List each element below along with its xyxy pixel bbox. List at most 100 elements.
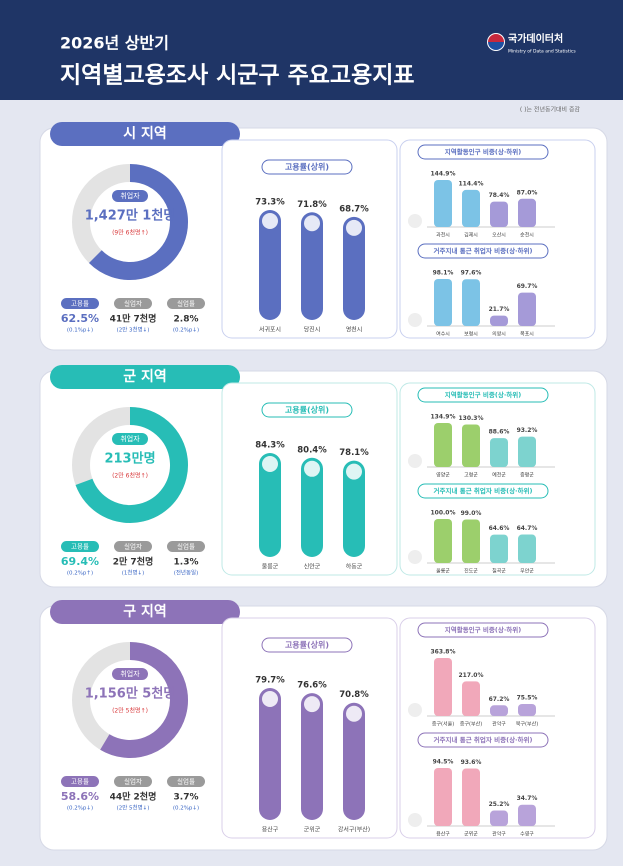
stat-label-pill [61,541,99,552]
stat-value: 3.7% [174,793,199,803]
small-bar [490,810,508,826]
small-category: 의왕시 [492,331,506,338]
bar-category: 서귀포시 [259,326,281,334]
bar [259,688,281,820]
small-value-label: 93.2% [517,427,538,434]
small-bar [462,519,480,563]
small-value-label: 93.6% [461,759,482,766]
stat-value: 1.3% [174,558,199,568]
small-value-label: 25.2% [489,801,510,808]
small-title: 거주지내 통근 취업자 비중(상·하위) [434,246,533,255]
small-value-label: 97.6% [461,270,482,277]
donut-label-pill [112,190,148,202]
stat-label: 실업자 [124,542,142,551]
small-bar [462,279,480,326]
small-value-label: 130.3% [459,415,484,422]
small-icon [408,813,422,827]
small-bar [434,658,452,716]
section-tab [50,365,240,389]
bar-title-pill [261,402,353,418]
small-bar [518,436,536,467]
bar-icon [262,691,278,707]
bar-value-label: 79.7% [255,676,285,686]
bar-category: 영천시 [346,326,363,334]
bar-icon [346,219,362,236]
stat-label-pill [167,541,205,552]
small-bar [434,180,452,227]
bar-value-label: 84.3% [255,441,285,451]
small-bar [462,768,480,826]
section-tab [50,600,240,624]
bar [343,702,365,820]
subtitle: 2026년 상반기 [60,34,169,53]
small-category: 중구(서울) [432,721,454,728]
small-value-label: 34.7% [517,795,538,802]
donut-change: (2만 6천명↑) [112,472,148,480]
small-bar [490,201,508,227]
small-category: 보령시 [464,331,478,338]
small-title-pill [417,732,549,748]
bar-category: 하동군 [346,563,363,571]
bar-category: 신안군 [304,563,321,571]
small-icon [408,703,422,717]
bar-category: 울릉군 [262,564,279,571]
small-bar [434,423,452,467]
small-value-label: 217.0% [459,672,484,679]
bar-title: 고용률(상위) [285,162,329,172]
stat-label-pill [61,298,99,309]
small-category: 용산구 [436,831,450,838]
stat-change: (전년동일) [174,569,199,577]
stat-label: 실업률 [177,777,195,786]
small-title: 지역활동인구 비중(상·하위) [445,625,521,634]
small-value-label: 144.9% [431,171,456,178]
section-title: 군 지역 [123,368,167,385]
bar [301,457,323,557]
bar-value-label: 78.1% [339,448,369,458]
stat-label-pill [61,776,99,787]
stat-label: 실업률 [177,299,195,308]
bar-title-pill [261,159,353,175]
bar-value-label: 68.7% [339,204,369,214]
small-value-label: 21.7% [489,306,510,313]
logo-icon-bottom [488,42,504,50]
section-title: 시 지역 [123,125,167,142]
small-title-pill [417,144,549,160]
small-value-label: 64.7% [517,525,538,532]
donut-label: 취업자 [120,191,140,200]
small-bar [518,804,536,826]
small-category: 고령군 [464,472,478,479]
donut-arc [89,164,188,280]
small-bar [434,279,452,326]
donut-change: (2만 5천명↑) [112,707,148,715]
small-category: 관악구 [492,831,506,838]
donut-label: 취업자 [120,434,140,443]
small-bar [434,519,452,563]
bar-category: 군위군 [304,826,321,834]
small-value-label: 363.8% [431,649,456,656]
donut-label: 취업자 [120,669,140,678]
small-bar [462,681,480,716]
stat-label-pill [114,776,152,787]
bar-value-label: 80.4% [297,445,327,455]
stat-label: 고용률 [71,778,89,786]
small-bar [518,534,536,563]
small-category: 오산시 [492,232,506,239]
note: ( )는 전년동기대비 증감 [520,106,581,114]
small-category: 군위군 [464,831,478,838]
donut-value: 1,427만 1천명 [85,208,176,224]
donut-value: 213만명 [104,451,155,467]
bar-title: 고용률(상위) [285,640,329,650]
small-category: 울릉군 [436,569,450,575]
stat-value: 2.8% [174,315,199,325]
small-bar [490,534,508,563]
small-icon [408,550,422,564]
section-tab [50,122,240,146]
small-value-label: 64.6% [489,525,510,532]
small-title-pill [417,483,549,499]
stat-change: (2만 5천명↓) [117,804,150,812]
small-title-pill [417,243,549,259]
bar [301,212,323,320]
small-bar [462,189,480,227]
bar-icon [346,463,362,480]
